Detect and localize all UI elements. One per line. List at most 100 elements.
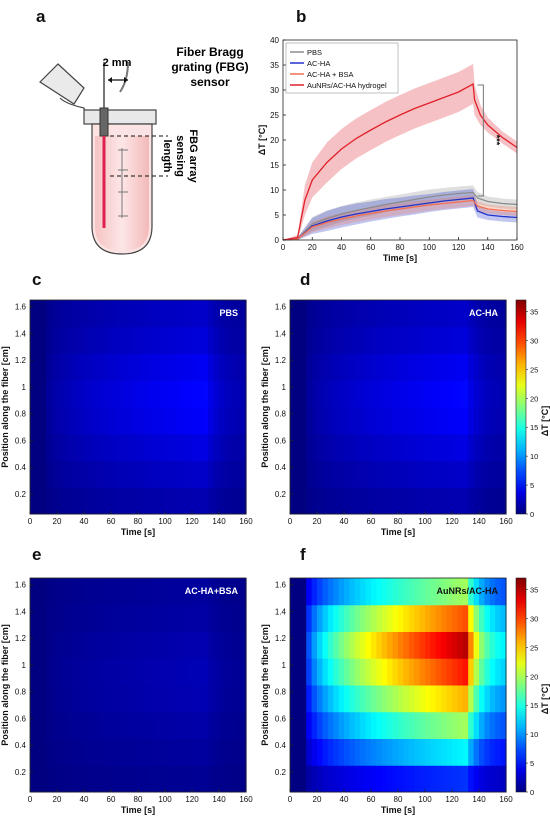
- heatmap-cell: [89, 380, 96, 408]
- heatmap-cell: [408, 604, 415, 632]
- heatmap-cell: [175, 604, 182, 632]
- heatmap-cell: [484, 578, 491, 606]
- heatmap-cell: [360, 604, 367, 632]
- heatmap-cell: [46, 380, 53, 408]
- heatmap-cell: [213, 658, 220, 686]
- heatmap-cell: [473, 407, 480, 435]
- heatmap-cell: [425, 407, 431, 435]
- heatmap-cell: [143, 353, 150, 381]
- heatmap-cell: [441, 460, 448, 488]
- heatmap-cell: [371, 326, 377, 354]
- heatmap-cell: [495, 658, 502, 686]
- heatmap-cell: [100, 711, 107, 739]
- heatmap-cell: [224, 460, 231, 488]
- heatmap-cell: [462, 711, 469, 739]
- heatmap-cell: [414, 604, 421, 632]
- heatmap-cell: [430, 738, 437, 766]
- heatmap-cell: [403, 300, 410, 328]
- heatmap-cell: [333, 300, 340, 328]
- heatmap-cell: [57, 578, 63, 606]
- heatmap-cell: [290, 604, 296, 632]
- heatmap-cell: [414, 658, 421, 686]
- heatmap-cell: [121, 433, 128, 461]
- heatmap-cell: [333, 353, 340, 381]
- heatmap-cell: [30, 738, 36, 766]
- heatmap-cell: [360, 380, 367, 408]
- heatmap-cell: [229, 300, 236, 328]
- heatmap-cell: [165, 765, 171, 793]
- y-tick-label-e: 0.8: [15, 688, 27, 697]
- heatmap-cell: [192, 765, 198, 793]
- heatmap-cell: [116, 685, 123, 713]
- heatmap-cell: [425, 353, 431, 381]
- heatmap-cell: [354, 300, 361, 328]
- heatmap-cell: [489, 685, 496, 713]
- heatmap-cell: [159, 353, 166, 381]
- heatmap-cell: [100, 604, 107, 632]
- heatmap-cell: [67, 407, 74, 435]
- heatmap-cell: [333, 407, 340, 435]
- heatmap-cell: [138, 460, 144, 488]
- y-tick-label-d: 1.4: [275, 329, 287, 338]
- heatmap-cell: [468, 433, 475, 461]
- heatmap-cell: [435, 765, 442, 793]
- x-axis-label-b: Time [s]: [383, 253, 417, 263]
- heatmap-cell: [376, 326, 383, 354]
- heatmap-cell: [500, 631, 507, 659]
- heatmap-cell: [121, 578, 128, 606]
- heatmap-cell: [154, 460, 161, 488]
- heatmap-cell: [322, 433, 329, 461]
- heatmap-cell: [213, 738, 220, 766]
- x-tick-label-e: 20: [53, 795, 62, 804]
- heatmap-cell: [408, 738, 415, 766]
- heatmap-cell: [127, 353, 134, 381]
- heatmap-cell: [376, 380, 383, 408]
- heatmap-cell: [327, 658, 334, 686]
- heatmap-cell: [311, 487, 318, 515]
- colorbar-tick-label-f: 35: [530, 586, 538, 595]
- heatmap-cell: [290, 300, 296, 328]
- heatmap-cell: [30, 326, 36, 354]
- sensing-label-line-1: FBG array: [187, 129, 199, 183]
- heatmap-cell: [333, 433, 340, 461]
- heatmap-cell: [143, 604, 150, 632]
- heatmap-cell: [317, 631, 323, 659]
- heatmap-cell: [127, 578, 134, 606]
- heatmap-cell: [67, 487, 74, 515]
- heatmap-cell: [398, 765, 404, 793]
- heatmap-cell: [84, 578, 90, 606]
- heatmap-cell: [392, 487, 399, 515]
- heatmap-cell: [489, 765, 496, 793]
- heatmap-cell: [208, 765, 215, 793]
- heatmap-cell: [224, 407, 231, 435]
- heatmap-cell: [40, 658, 47, 686]
- heatmap-cell: [333, 765, 340, 793]
- legend-label-2: AC-HA + BSA: [307, 70, 353, 79]
- width-dimension: [108, 77, 128, 83]
- heatmap-cell: [224, 604, 231, 632]
- heatmap-cell: [224, 380, 231, 408]
- x-tick-label-e: 160: [239, 795, 253, 804]
- heatmap-cell: [452, 685, 458, 713]
- heatmap-cell: [94, 711, 101, 739]
- heatmap-cell: [457, 433, 464, 461]
- heatmap-cell: [311, 631, 318, 659]
- heatmap-cell: [392, 765, 399, 793]
- heatmap-cell: [479, 658, 485, 686]
- heatmap-cell: [392, 433, 399, 461]
- x-tick-label-e: 0: [28, 795, 33, 804]
- heatmap-cell: [457, 765, 464, 793]
- heatmap-cell: [170, 685, 177, 713]
- heatmap-cell: [197, 604, 204, 632]
- heatmap-cell: [322, 711, 329, 739]
- heatmap-cell: [165, 326, 171, 354]
- heatmap-cell: [165, 604, 171, 632]
- heatmap-cell: [398, 658, 404, 686]
- heatmap-cell: [165, 738, 171, 766]
- heatmap-cell: [349, 711, 356, 739]
- heatmap-cell: [229, 407, 236, 435]
- heatmap-cell: [403, 407, 410, 435]
- heatmap-cell: [403, 578, 410, 606]
- heatmap-cell: [349, 685, 356, 713]
- x-tick-label-b: 80: [396, 243, 405, 252]
